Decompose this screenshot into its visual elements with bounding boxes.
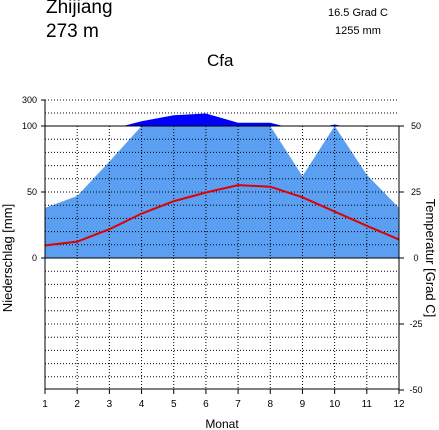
x-tick-label: 3 bbox=[107, 399, 113, 410]
temp-tick-label: -50 bbox=[409, 385, 422, 395]
x-axis-title: Monat bbox=[205, 417, 239, 430]
temp-tick-label: -25 bbox=[409, 319, 422, 329]
climate-class: Cfa bbox=[207, 51, 234, 70]
x-tick-label: 1 bbox=[42, 399, 48, 410]
precip-tick-label: 300 bbox=[22, 95, 37, 105]
temperature-layer bbox=[44, 184, 400, 247]
temp-tick-label: 25 bbox=[411, 187, 421, 197]
perhumid-area-0 bbox=[122, 113, 284, 126]
precip-tick-label: 0 bbox=[32, 253, 37, 263]
y-axis-title-right: Temperatur [Grad C] bbox=[423, 199, 438, 318]
x-tick-label: 6 bbox=[203, 399, 209, 410]
x-tick-label: 2 bbox=[74, 399, 80, 410]
precip-tick-label: 100 bbox=[22, 121, 37, 131]
y-axis-title-left: Niederschlag [mm] bbox=[0, 204, 15, 312]
mean-temperature: 16.5 Grad C bbox=[328, 7, 388, 19]
x-tick-label: 5 bbox=[171, 399, 177, 410]
plot-frame bbox=[44, 100, 400, 390]
x-tick-label: 10 bbox=[329, 399, 341, 410]
precipitation-fills bbox=[45, 113, 399, 258]
axis-labels: 1 2 3 4 5 6 7 8 9 10 11 1230010050050250-25-50Monat… bbox=[0, 95, 438, 430]
precip-tick-label: 50 bbox=[27, 187, 37, 197]
x-tick-label: 12 bbox=[393, 399, 405, 410]
x-tick-label: 11 bbox=[362, 399, 373, 410]
station-elevation: 273 m bbox=[46, 21, 99, 42]
temperature-line bbox=[44, 184, 400, 247]
annual-precipitation: 1255 mm bbox=[335, 25, 381, 37]
grid-lines bbox=[45, 99, 399, 389]
temp-tick-label: 50 bbox=[411, 121, 421, 131]
temp-tick-label: 0 bbox=[413, 253, 418, 263]
x-tick-label: 9 bbox=[300, 399, 306, 410]
x-tick-label: 4 bbox=[139, 399, 145, 410]
x-tick-label: 8 bbox=[267, 399, 273, 410]
axis-ticks bbox=[41, 99, 404, 394]
x-tick-label: 7 bbox=[235, 399, 241, 410]
station-name: Zhijiang bbox=[46, 0, 113, 18]
